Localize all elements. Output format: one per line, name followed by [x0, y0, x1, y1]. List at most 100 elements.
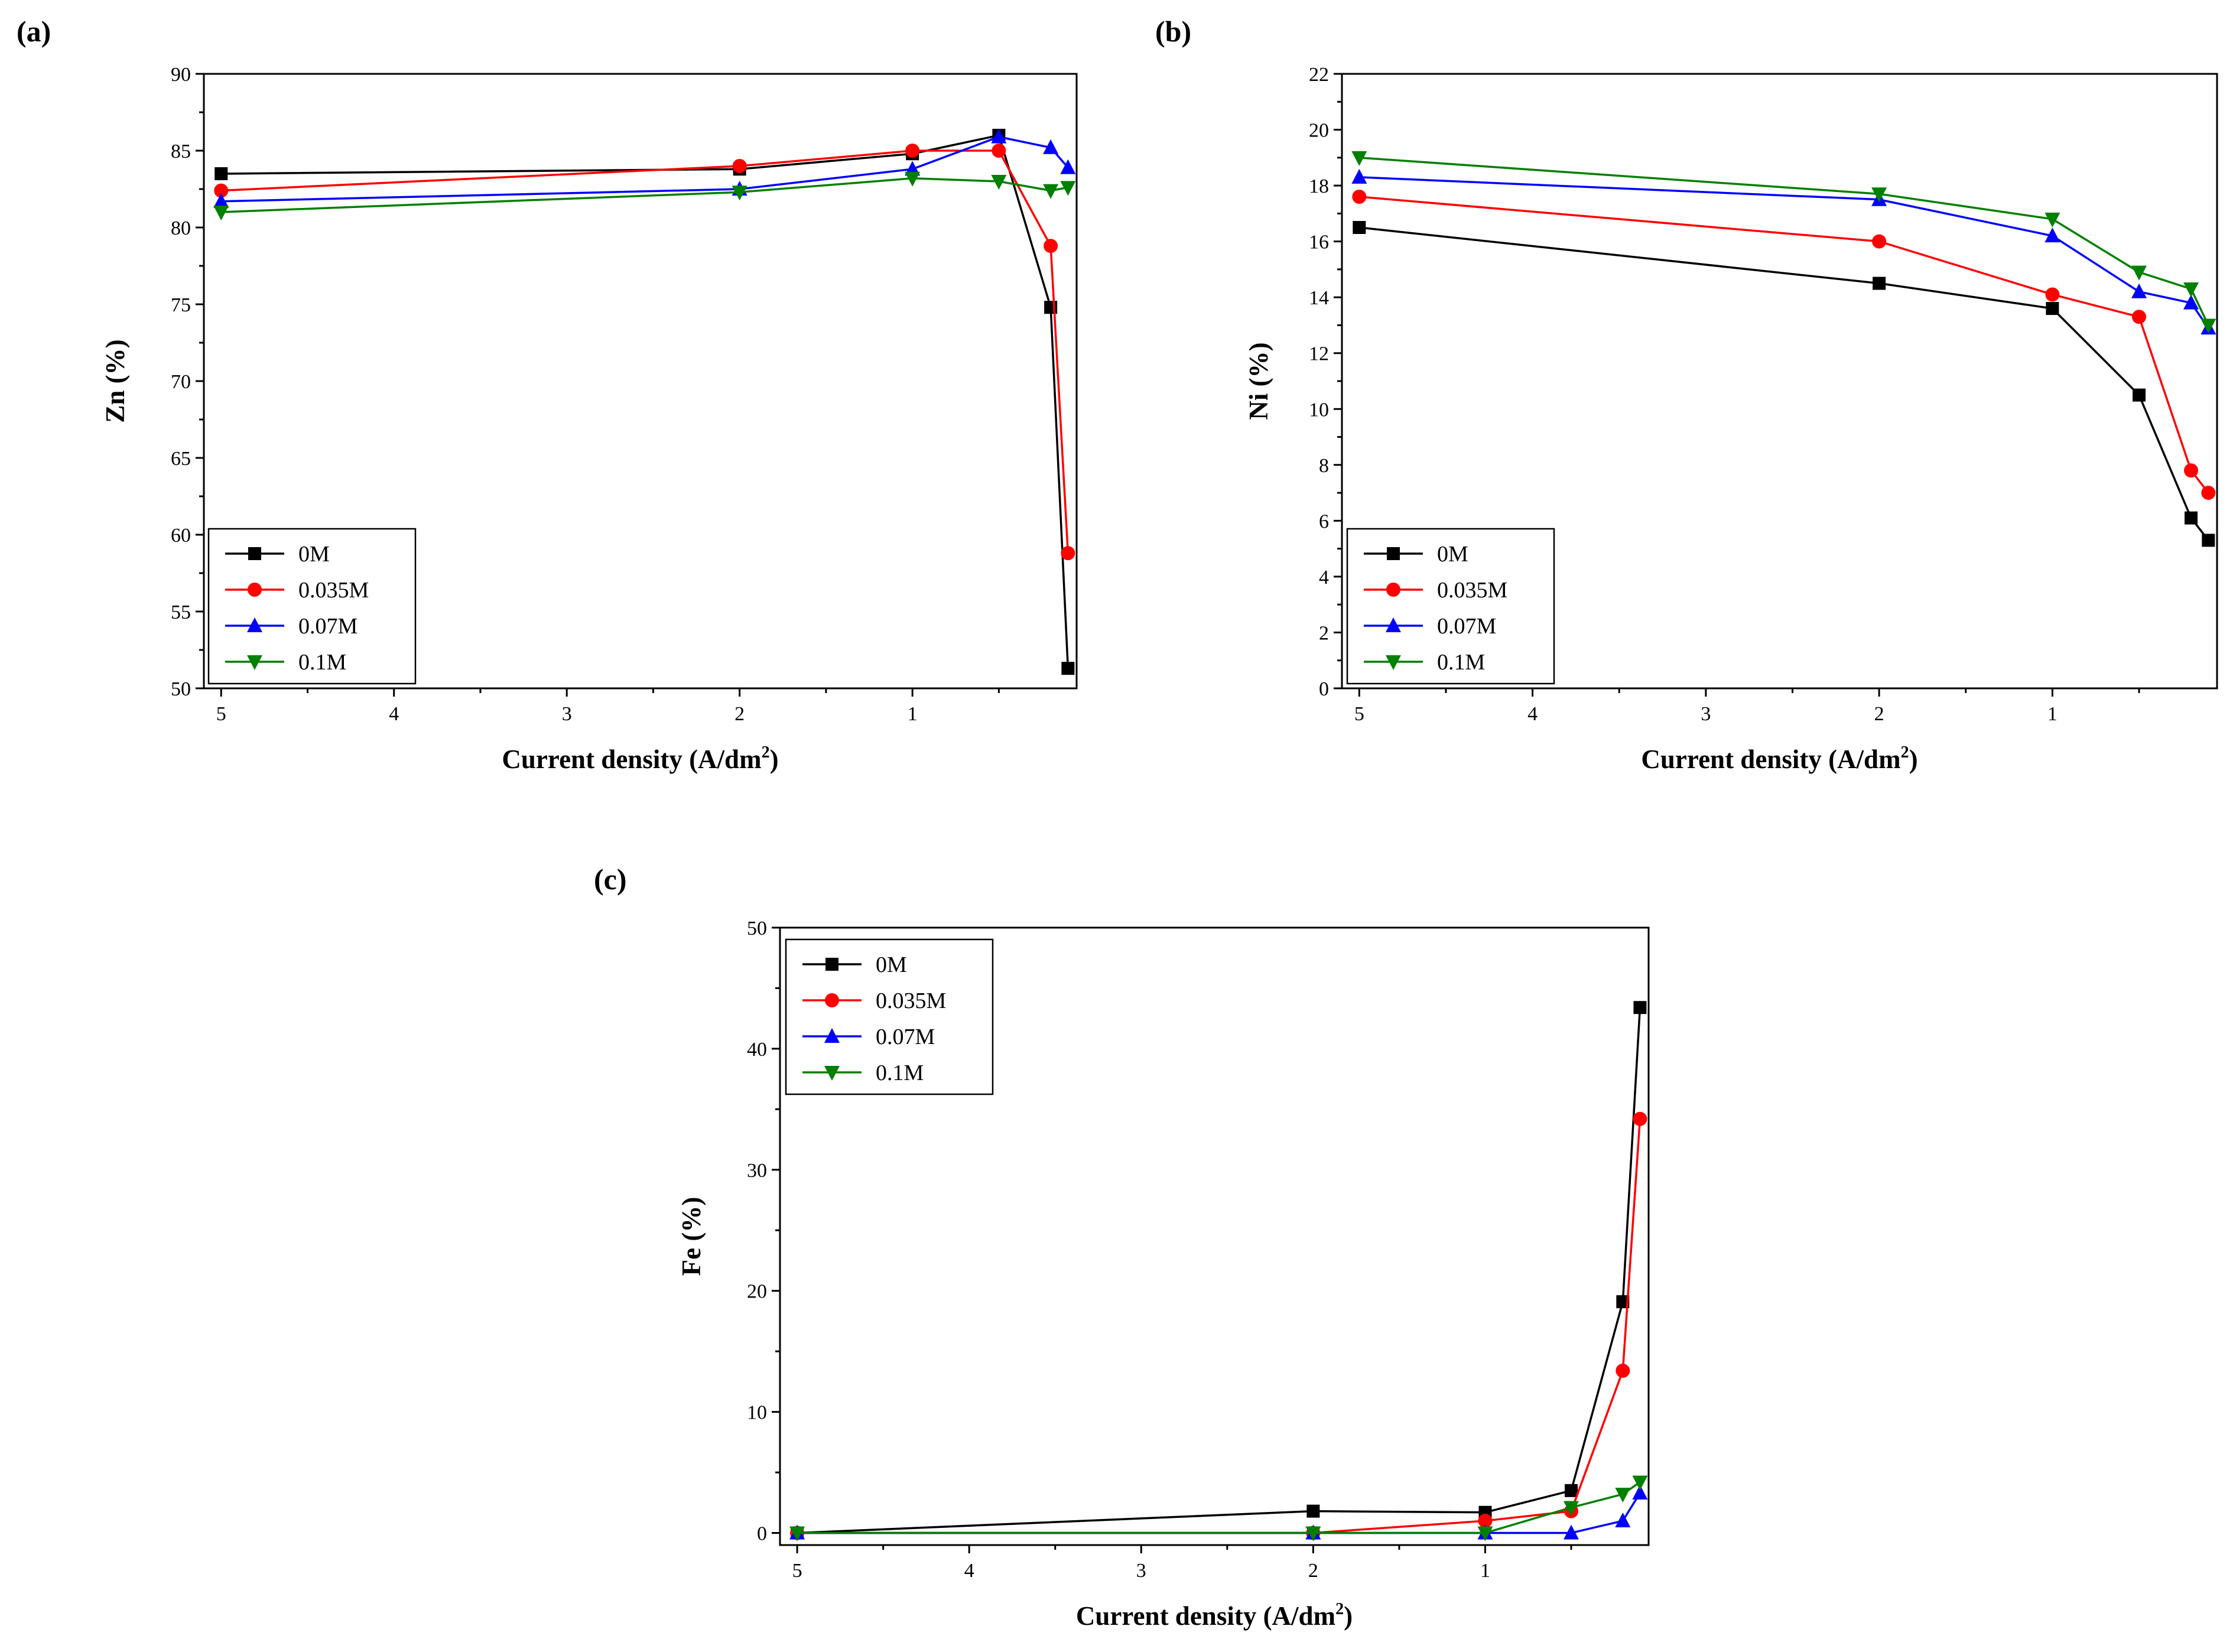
legend-label: 0.1M [298, 650, 346, 675]
legend-label: 0.035M [1437, 578, 1507, 603]
series-0M [1353, 221, 2215, 547]
data-point [1565, 1484, 1578, 1497]
data-point [1633, 1001, 1647, 1014]
y-tick-label: 10 [1309, 399, 1329, 421]
data-point [2201, 486, 2216, 500]
data-point [1306, 1504, 1320, 1518]
legend-label: 0M [1437, 542, 1468, 567]
x-tick-label: 3 [1701, 703, 1711, 725]
series-0.035M [1352, 190, 2216, 500]
data-point [1060, 159, 1076, 174]
y-tick-label: 40 [747, 1039, 767, 1061]
y-tick-label: 0 [1319, 678, 1329, 700]
data-point [1633, 1111, 1647, 1126]
y-tick-label: 90 [171, 64, 191, 86]
x-tick-label: 4 [964, 1560, 974, 1582]
data-point [213, 193, 229, 208]
legend-label: 0.035M [876, 988, 946, 1013]
series-line [797, 1007, 1642, 1534]
legend-label: 0.1M [1437, 650, 1485, 675]
legend-marker [1386, 617, 1401, 632]
data-point [1352, 190, 1367, 204]
chart-panel-b: (b) 0 2 4 6 8 10 12 14 16 18 20 22 5 4 3 2 1 Current densi… [1155, 15, 2218, 774]
data-point [732, 159, 747, 173]
y-tick-label: 4 [1319, 567, 1329, 588]
data-point [1477, 1526, 1493, 1542]
data-point [214, 183, 229, 198]
legend-marker [1386, 583, 1400, 597]
x-tick-label: 5 [1354, 703, 1364, 725]
y-tick-label: 20 [747, 1281, 767, 1303]
legend: 0M 0.035M 0.07M 0.1M [785, 938, 994, 1095]
data-point [1061, 662, 1075, 675]
data-point [1353, 221, 1366, 234]
series-line [797, 1481, 1641, 1534]
data-point [1632, 1484, 1648, 1500]
plot-area [779, 926, 1650, 1546]
data-point [1616, 1295, 1630, 1309]
y-tick-label: 50 [747, 918, 767, 939]
legend-label: 0.1M [876, 1061, 924, 1085]
x-tick-label: 4 [1527, 703, 1538, 725]
y-tick-label: 14 [1309, 287, 1329, 309]
legend-marker [1387, 547, 1400, 560]
data-point [2131, 283, 2147, 298]
y-tick-label: 18 [1309, 175, 1329, 197]
y-axis-title: Zn (%) [100, 339, 130, 422]
data-point [1872, 234, 1887, 249]
data-point [905, 171, 921, 187]
data-point [2131, 265, 2147, 281]
x-tick-label: 5 [216, 703, 226, 725]
series-line [1359, 176, 2209, 329]
data-point [2183, 282, 2199, 297]
data-point [1043, 139, 1059, 154]
data-point [2202, 534, 2215, 547]
legend-label: 0M [876, 952, 907, 977]
data-point [2201, 318, 2216, 334]
data-point [789, 1526, 805, 1542]
data-point [1615, 1487, 1631, 1503]
legend-marker [248, 547, 261, 560]
series-0.07M [1351, 168, 2216, 335]
y-tick-label: 0 [757, 1523, 767, 1545]
legend-marker [825, 993, 839, 1007]
legend-label: 0M [298, 542, 330, 567]
data-point [2133, 388, 2146, 402]
series-line [1359, 226, 2209, 541]
legend-marker [247, 617, 262, 632]
y-tick-label: 65 [171, 448, 191, 470]
series-line [221, 149, 1070, 554]
series-0.1M [213, 171, 1076, 220]
y-axis-title: Fe (%) [677, 1197, 706, 1276]
data-point [1351, 168, 1367, 184]
series-0.1M [1351, 151, 2216, 334]
panel-label: (a) [17, 15, 51, 48]
x-tick-label: 3 [562, 703, 572, 725]
y-tick-label: 20 [1309, 120, 1329, 142]
series-line [797, 1118, 1642, 1534]
legend-marker [248, 583, 262, 597]
x-tick-label: 2 [1874, 703, 1884, 725]
data-point [1871, 187, 1887, 203]
data-point [1043, 184, 1059, 199]
series-0.1M [789, 1475, 1648, 1542]
legend-marker [1386, 655, 1401, 670]
y-axis-title: Ni (%) [1244, 342, 1273, 419]
legend-marker [825, 958, 838, 971]
y-tick-label: 70 [171, 371, 191, 393]
x-tick-label: 4 [389, 703, 399, 725]
y-tick-label: 16 [1309, 232, 1329, 253]
legend-marker [247, 655, 262, 670]
x-tick-label: 2 [1308, 1560, 1318, 1582]
x-axis-title: Current density (A/dm2) [1641, 743, 1917, 774]
chart-panel-a: (a) 50 55 60 65 70 75 80 85 90 5 4 3 2 1 Current densit… [17, 15, 1078, 774]
x-tick-label: 5 [792, 1560, 802, 1582]
y-tick-label: 60 [171, 525, 191, 547]
series-line [1359, 157, 2209, 326]
x-tick-label: 1 [908, 703, 918, 725]
y-tick-label: 12 [1309, 343, 1329, 365]
legend: 0M 0.035M 0.07M 0.1M [207, 528, 417, 685]
data-point [2185, 511, 2198, 525]
data-point [1632, 1475, 1648, 1491]
